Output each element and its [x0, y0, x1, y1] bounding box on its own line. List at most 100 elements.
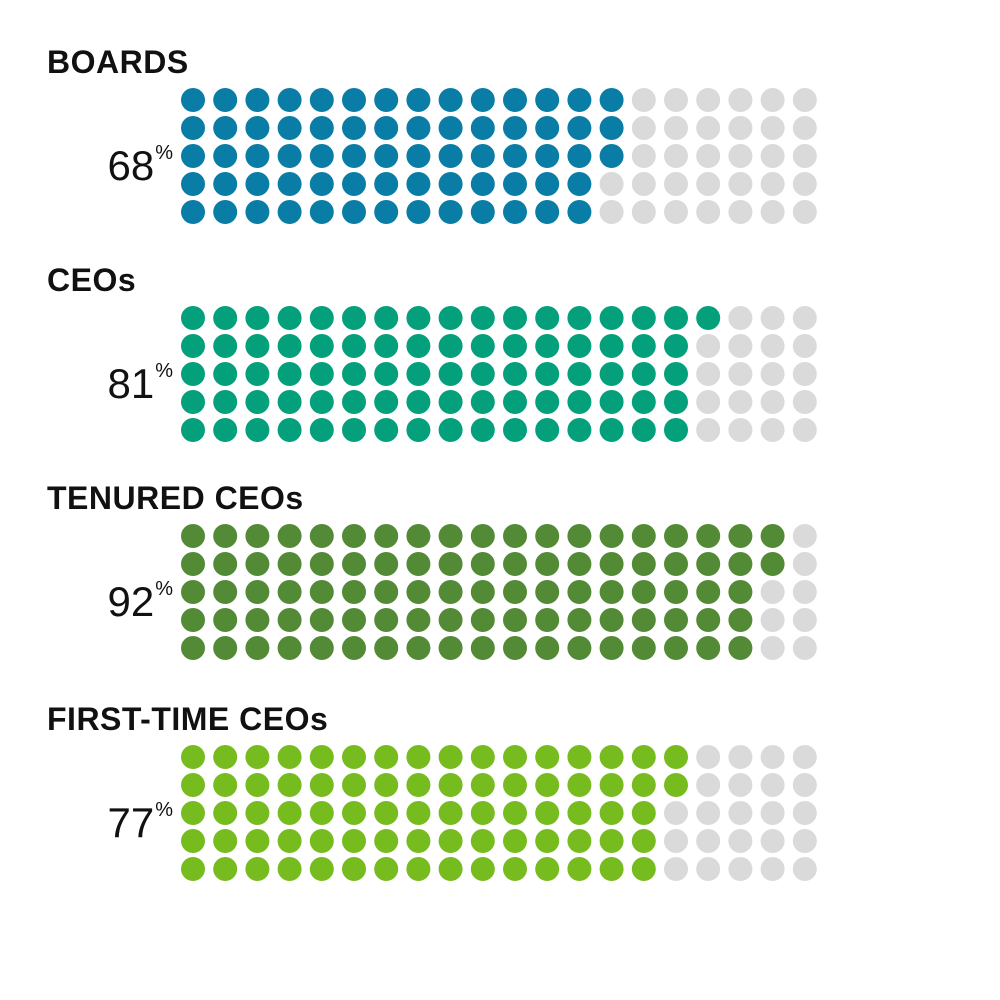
filled-dot: [728, 524, 753, 548]
percentage-value: 92: [107, 578, 155, 625]
filled-dot: [309, 636, 334, 660]
filled-dot: [374, 552, 399, 576]
filled-dot: [213, 773, 238, 797]
filled-dot: [374, 144, 399, 168]
filled-dot: [438, 857, 463, 881]
empty-dot: [696, 172, 721, 196]
filled-dot: [181, 636, 205, 660]
filled-dot: [535, 306, 560, 330]
empty-dot: [696, 88, 721, 112]
empty-dot: [760, 580, 785, 604]
filled-dot: [664, 390, 688, 414]
filled-dot: [309, 144, 334, 168]
empty-dot: [792, 773, 817, 797]
filled-dot: [696, 636, 721, 660]
filled-dot: [374, 418, 399, 442]
filled-dot: [664, 773, 688, 797]
empty-dot: [728, 390, 753, 414]
empty-dot: [760, 390, 785, 414]
filled-dot: [309, 608, 334, 632]
filled-dot: [245, 829, 270, 853]
filled-dot: [406, 116, 431, 140]
filled-dot: [535, 200, 560, 224]
filled-dot: [213, 362, 238, 386]
filled-dot: [406, 524, 431, 548]
filled-dot: [535, 390, 560, 414]
filled-dot: [470, 334, 495, 358]
filled-dot: [181, 172, 205, 196]
empty-dot: [792, 636, 817, 660]
filled-dot: [374, 857, 399, 881]
filled-dot: [438, 801, 463, 825]
filled-dot: [181, 362, 205, 386]
filled-dot: [213, 829, 238, 853]
filled-dot: [438, 334, 463, 358]
filled-dot: [664, 636, 688, 660]
filled-dot: [470, 144, 495, 168]
filled-dot: [438, 829, 463, 853]
empty-dot: [792, 801, 817, 825]
waffle-section-first-time-ceos: FIRST-TIME CEOs 77%: [0, 699, 1000, 919]
filled-dot: [567, 418, 592, 442]
filled-dot: [213, 306, 238, 330]
filled-dot: [535, 144, 560, 168]
filled-dot: [535, 801, 560, 825]
filled-dot: [664, 524, 688, 548]
filled-dot: [406, 334, 431, 358]
empty-dot: [792, 552, 817, 576]
percentage-label: 92%: [107, 574, 173, 630]
filled-dot: [470, 773, 495, 797]
filled-dot: [535, 745, 560, 769]
filled-dot: [213, 524, 238, 548]
filled-dot: [342, 172, 366, 196]
filled-dot: [277, 116, 302, 140]
filled-dot: [631, 334, 656, 358]
filled-dot: [470, 608, 495, 632]
filled-dot: [567, 172, 592, 196]
filled-dot: [535, 608, 560, 632]
filled-dot: [664, 580, 688, 604]
empty-dot: [664, 200, 688, 224]
waffle-section-boards: BOARDS 68%: [0, 42, 1000, 262]
filled-dot: [631, 418, 656, 442]
empty-dot: [696, 801, 721, 825]
empty-dot: [728, 362, 753, 386]
filled-dot: [631, 390, 656, 414]
filled-dot: [181, 829, 205, 853]
empty-dot: [760, 418, 785, 442]
filled-dot: [599, 608, 624, 632]
filled-dot: [181, 580, 205, 604]
empty-dot: [728, 200, 753, 224]
empty-dot: [728, 88, 753, 112]
dot-grid: [180, 86, 820, 226]
filled-dot: [567, 524, 592, 548]
filled-dot: [342, 608, 366, 632]
filled-dot: [342, 116, 366, 140]
filled-dot: [277, 172, 302, 196]
filled-dot: [503, 418, 527, 442]
filled-dot: [503, 636, 527, 660]
filled-dot: [309, 745, 334, 769]
filled-dot: [374, 580, 399, 604]
empty-dot: [664, 144, 688, 168]
filled-dot: [664, 306, 688, 330]
empty-dot: [792, 857, 817, 881]
filled-dot: [277, 88, 302, 112]
filled-dot: [567, 636, 592, 660]
filled-dot: [760, 552, 785, 576]
filled-dot: [470, 200, 495, 224]
empty-dot: [696, 200, 721, 224]
filled-dot: [406, 88, 431, 112]
filled-dot: [696, 608, 721, 632]
filled-dot: [342, 829, 366, 853]
empty-dot: [664, 116, 688, 140]
filled-dot: [374, 116, 399, 140]
empty-dot: [728, 306, 753, 330]
filled-dot: [470, 88, 495, 112]
filled-dot: [470, 306, 495, 330]
filled-dot: [406, 773, 431, 797]
filled-dot: [245, 773, 270, 797]
empty-dot: [792, 524, 817, 548]
filled-dot: [503, 801, 527, 825]
filled-dot: [503, 144, 527, 168]
